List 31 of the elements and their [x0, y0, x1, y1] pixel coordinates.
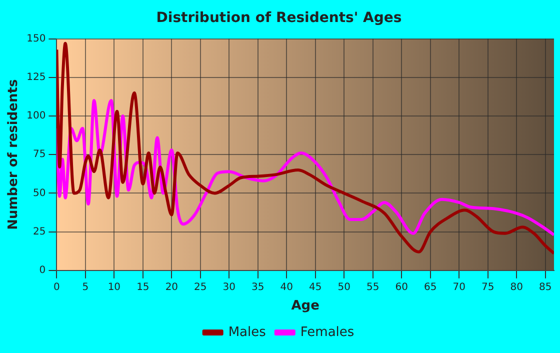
x-tick-label: 75: [482, 282, 494, 293]
y-tick-label: 100: [26, 110, 46, 122]
y-tick-label: 0: [39, 264, 46, 276]
x-tick-label: 65: [424, 282, 437, 293]
y-tick-label: 150: [26, 33, 46, 44]
x-tick-label: 30: [222, 282, 236, 293]
x-tick-label: 20: [165, 282, 178, 293]
x-tick-label: 25: [194, 282, 207, 293]
x-tick-label: 55: [366, 282, 380, 293]
x-tick-label: 5: [82, 282, 89, 293]
chart-title: Distribution of Residents' Ages: [156, 10, 402, 26]
x-tick-label: 10: [108, 282, 121, 293]
y-tick-label: 50: [32, 188, 46, 199]
legend-label: Females: [300, 324, 354, 340]
x-tick-label: 85: [539, 282, 552, 293]
x-axis-title: Age: [291, 298, 320, 314]
x-tick-label: 45: [309, 282, 322, 293]
y-tick-label: 75: [32, 149, 46, 160]
x-tick-label: 70: [452, 282, 466, 293]
y-tick-label: 125: [26, 72, 46, 83]
legend-label: Males: [228, 324, 266, 340]
x-tick-label: 0: [54, 282, 60, 293]
x-tick-label: 60: [395, 282, 408, 293]
y-tick-label: 25: [32, 226, 46, 238]
x-tick-label: 40: [280, 282, 294, 293]
y-axis-title: Number of residents: [6, 79, 22, 230]
x-tick-label: 35: [252, 282, 264, 293]
x-tick-label: 50: [338, 282, 351, 293]
x-tick-label: 80: [510, 282, 523, 293]
line-series: [56, 42, 554, 255]
x-tick-label: 15: [136, 282, 150, 293]
